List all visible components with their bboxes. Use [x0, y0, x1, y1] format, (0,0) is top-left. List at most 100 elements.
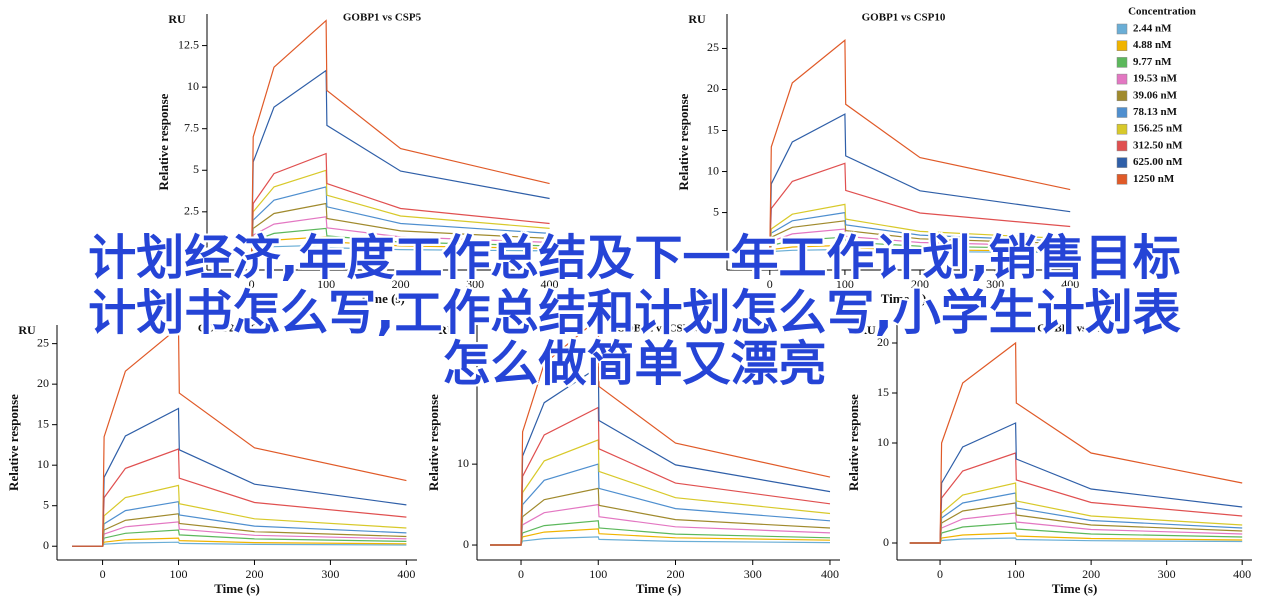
- x-tick-label: 300: [986, 277, 1004, 291]
- chart-title: GOBP2 vs CSP10: [617, 323, 701, 335]
- y-tick-label: 5: [713, 204, 719, 218]
- y-tick-label: 0: [463, 537, 469, 551]
- response-curve: [909, 502, 1243, 544]
- y-tick-label: 10: [187, 79, 199, 93]
- unit-label: RU: [438, 323, 456, 337]
- x-tick-label: 100: [1007, 567, 1025, 581]
- x-axis-label: Time (s): [881, 291, 927, 306]
- x-tick-label: 0: [249, 277, 255, 291]
- legend-label: 39.06 nM: [1133, 89, 1178, 101]
- legend-swatch: [1116, 57, 1128, 68]
- x-axis-label: Time (s): [214, 581, 260, 596]
- y-tick-label: 15: [37, 416, 49, 430]
- x-tick-label: 100: [836, 277, 854, 291]
- legend-swatch: [1116, 140, 1128, 152]
- chart-title: GOBP2 vs CSP5: [198, 323, 277, 335]
- y-axis-label: Relative response: [426, 394, 441, 491]
- y-tick-label: 5: [193, 162, 199, 176]
- legend-label: 78.13 nM: [1133, 106, 1178, 118]
- y-tick-label: 25: [37, 335, 49, 349]
- x-tick-label: 200: [911, 277, 929, 291]
- x-tick-label: 0: [100, 567, 106, 581]
- response-curve: [72, 513, 407, 547]
- x-tick-label: 400: [397, 567, 415, 581]
- x-tick-label: 200: [1082, 567, 1100, 581]
- unit-label: RU: [688, 12, 706, 26]
- x-tick-label: 200: [245, 567, 263, 581]
- legend-swatch: [1116, 90, 1128, 102]
- response-curve: [909, 537, 1243, 544]
- response-curve: [739, 39, 1071, 255]
- legend-title: Concentration: [1128, 6, 1196, 18]
- y-axis-label: Relative response: [676, 93, 691, 190]
- x-tick-label: 300: [1158, 567, 1176, 581]
- x-tick-label: 0: [767, 277, 773, 291]
- y-tick-label: 0: [883, 535, 889, 549]
- legend-label: 156.25 nM: [1133, 123, 1183, 135]
- x-tick-label: 400: [1061, 277, 1079, 291]
- x-axis-label: Time (s): [359, 291, 405, 306]
- response-curve: [490, 536, 831, 546]
- x-axis-label: Time (s): [1052, 581, 1098, 596]
- legend-swatch: [1116, 23, 1128, 35]
- response-curve: [909, 341, 1243, 544]
- overlay-text: 计划书怎么写,工作总结和计划怎么写,小学生计划表: [88, 285, 1181, 341]
- response-curve: [72, 541, 407, 547]
- y-tick-label: 10: [877, 435, 889, 449]
- y-axis-label: Relative response: [6, 394, 21, 491]
- response-curve: [490, 365, 831, 546]
- x-tick-label: 0: [937, 567, 943, 581]
- y-tick-label: 15: [707, 122, 719, 136]
- legend-label: 19.53 nM: [1133, 73, 1178, 85]
- legend-swatch: [1116, 40, 1128, 51]
- response-curve: [72, 326, 407, 547]
- chart-title: GOBP1 vs CSP5: [343, 12, 422, 24]
- x-tick-label: 300: [466, 277, 484, 291]
- y-tick-label: 20: [37, 376, 49, 390]
- legend-swatch: [1116, 174, 1128, 185]
- y-tick-label: 2.5: [184, 204, 199, 218]
- legend-label: 2.44 nM: [1133, 23, 1172, 35]
- y-tick-label: 15: [877, 385, 889, 399]
- overlay-text: 计划经济,年度工作总结及下一年工作计划,销售目标: [88, 230, 1181, 286]
- legend-swatch: [1116, 73, 1128, 85]
- y-tick-label: 5: [43, 497, 49, 511]
- y-tick-label: 10: [457, 456, 469, 470]
- y-tick-label: 20: [877, 335, 889, 349]
- response-curve: [72, 484, 407, 547]
- x-tick-label: 400: [821, 567, 839, 581]
- y-tick-label: 10: [707, 163, 719, 177]
- legend-label: 1250 nM: [1133, 173, 1175, 185]
- unit-label: RU: [168, 12, 186, 26]
- x-tick-label: 100: [589, 567, 607, 581]
- y-tick-label: 0: [43, 538, 49, 552]
- legend-label: 312.50 nM: [1133, 139, 1183, 151]
- x-tick-label: 200: [392, 277, 410, 291]
- legend-label: 625.00 nM: [1133, 156, 1183, 168]
- x-axis-label: Time (s): [636, 581, 682, 596]
- x-tick-label: 400: [541, 277, 559, 291]
- x-tick-label: 200: [666, 567, 684, 581]
- unit-label: RU: [858, 323, 876, 337]
- chart-title: GOBP1 vs CSP10: [862, 12, 946, 24]
- response-curve: [221, 19, 550, 254]
- y-axis-label: Relative response: [846, 394, 861, 491]
- legend-label: 4.88 nM: [1133, 39, 1172, 51]
- legend-swatch: [1116, 157, 1128, 168]
- x-tick-label: 300: [321, 567, 339, 581]
- y-tick-label: 12.5: [178, 37, 199, 51]
- y-tick-label: 7.5: [184, 120, 199, 134]
- y-tick-label: 20: [707, 81, 719, 95]
- x-tick-label: 0: [518, 567, 524, 581]
- chart-title: GOBP2 vs OBP: [1037, 323, 1112, 335]
- y-axis-label: Relative response: [156, 93, 171, 190]
- x-tick-label: 400: [1233, 567, 1251, 581]
- legend-swatch: [1116, 123, 1128, 135]
- response-curve: [490, 317, 831, 546]
- overlay-text: 怎么做简单又漂亮: [442, 336, 827, 392]
- legend-label: 9.77 nM: [1133, 56, 1172, 68]
- legend-swatch: [1116, 107, 1128, 118]
- x-tick-label: 100: [170, 567, 188, 581]
- y-tick-label: 25: [707, 40, 719, 54]
